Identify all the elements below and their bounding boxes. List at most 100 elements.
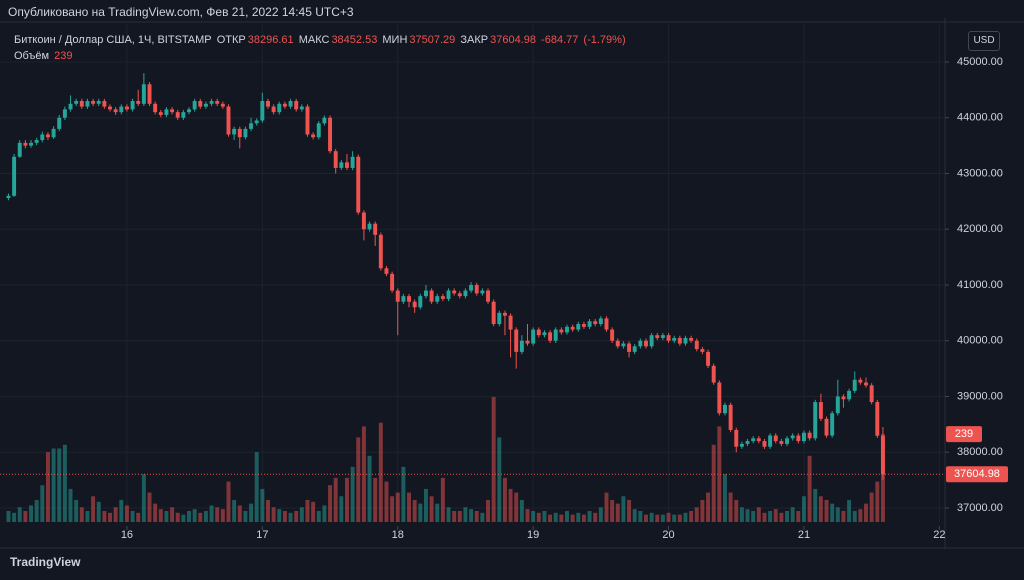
published-note: Опубликовано на TradingView.com, Фев 21,… (8, 5, 354, 19)
candle-body (756, 438, 761, 442)
candle-body (683, 337, 688, 344)
candle-body (734, 429, 739, 447)
volume-bar (632, 509, 637, 522)
volume-bar (722, 474, 727, 522)
volume-bar (373, 477, 378, 522)
candle-body (824, 418, 829, 436)
volume-bar (706, 492, 711, 522)
volume-bar (536, 512, 541, 522)
volume-bar (548, 514, 553, 522)
volume-bar (34, 499, 39, 522)
volume-bar (384, 481, 389, 522)
volume-bar (124, 505, 129, 522)
candle-body (91, 101, 96, 104)
volume-bar (491, 397, 496, 522)
volume-label: Объём (14, 50, 50, 62)
volume-bar (294, 510, 299, 522)
candle-body (339, 162, 344, 168)
candle-body (395, 290, 400, 302)
candle-body (108, 106, 112, 110)
high-value: 38452.53 (331, 34, 378, 46)
volume-bar (452, 510, 457, 522)
volume-bar (469, 509, 474, 522)
candle-body (198, 101, 203, 107)
volume-bar (215, 507, 220, 522)
candle-body (316, 123, 321, 138)
candle-body (378, 234, 383, 269)
candle-body (237, 128, 242, 138)
candle-body (604, 318, 609, 330)
volume-bar (237, 505, 242, 522)
candle-body (412, 301, 417, 308)
volume-bar (593, 512, 598, 522)
volume-bar (655, 514, 660, 522)
candle-body (486, 290, 490, 302)
volume-bar (435, 503, 440, 522)
volume-bar (429, 496, 434, 522)
volume-bar (474, 510, 479, 522)
volume-bar (553, 512, 558, 522)
candle-body (215, 101, 220, 104)
candle-body (785, 438, 790, 444)
volume-bar (531, 510, 536, 522)
candle-body (858, 379, 863, 383)
candle-body (68, 103, 73, 110)
candle-body (390, 273, 395, 291)
y-tick-label: 41000.00 (957, 279, 1003, 291)
candle-body (12, 156, 17, 196)
volume-bar (689, 510, 694, 522)
candle-body (779, 441, 784, 444)
volume-bar (852, 510, 857, 522)
candle-body (576, 324, 581, 330)
volume-bar (756, 507, 761, 522)
volume-bar (790, 507, 795, 522)
currency-button[interactable]: USD (968, 31, 1000, 51)
volume-bar (153, 503, 158, 522)
brand[interactable]: TradingView (10, 555, 81, 569)
candle-body (34, 140, 39, 143)
volume-bar (119, 499, 124, 522)
candle-body (170, 109, 175, 113)
close-value: 37604.98 (490, 34, 536, 46)
candle-body (463, 290, 468, 297)
candle-body (762, 441, 767, 447)
volume-bar (497, 437, 502, 522)
volume-bar (570, 514, 575, 522)
candle-body (119, 106, 124, 113)
volume-bar (700, 499, 705, 522)
close-label: ЗАКР (460, 34, 489, 46)
volume-bar (17, 507, 22, 522)
y-tick-label: 38000.00 (957, 446, 1003, 458)
volume-bar (508, 488, 513, 522)
volume-bar (367, 455, 372, 522)
candle-body (728, 404, 733, 430)
candle-body (581, 324, 586, 327)
candle-body (649, 335, 654, 347)
candle-body (435, 296, 440, 302)
volume-bar (525, 509, 530, 522)
open-value: 38296.61 (247, 34, 294, 46)
y-tick-label: 40000.00 (957, 335, 1003, 347)
volume-bar (187, 510, 191, 522)
candle-body (423, 290, 428, 297)
candle-body (136, 101, 141, 104)
candle-body (700, 349, 705, 352)
volume-bar (412, 499, 417, 522)
volume-bar (824, 499, 829, 522)
volume-bar (6, 510, 11, 522)
volume-bar (57, 448, 62, 522)
candle-body (559, 329, 564, 333)
candle-body (880, 435, 885, 475)
volume-tag-label: 239 (955, 428, 973, 440)
volume-bar (395, 492, 400, 522)
volume-bar (260, 488, 265, 522)
candle-body (677, 337, 682, 344)
symbol[interactable]: Биткоин / Доллар США, 1Ч, BITSTAMP (14, 34, 212, 46)
volume-bar (175, 512, 180, 522)
candle-body (864, 382, 868, 386)
candle-body (610, 329, 615, 341)
y-tick-label: 43000.00 (957, 167, 1003, 179)
volume-bar (785, 510, 790, 522)
candle-body (124, 106, 129, 110)
